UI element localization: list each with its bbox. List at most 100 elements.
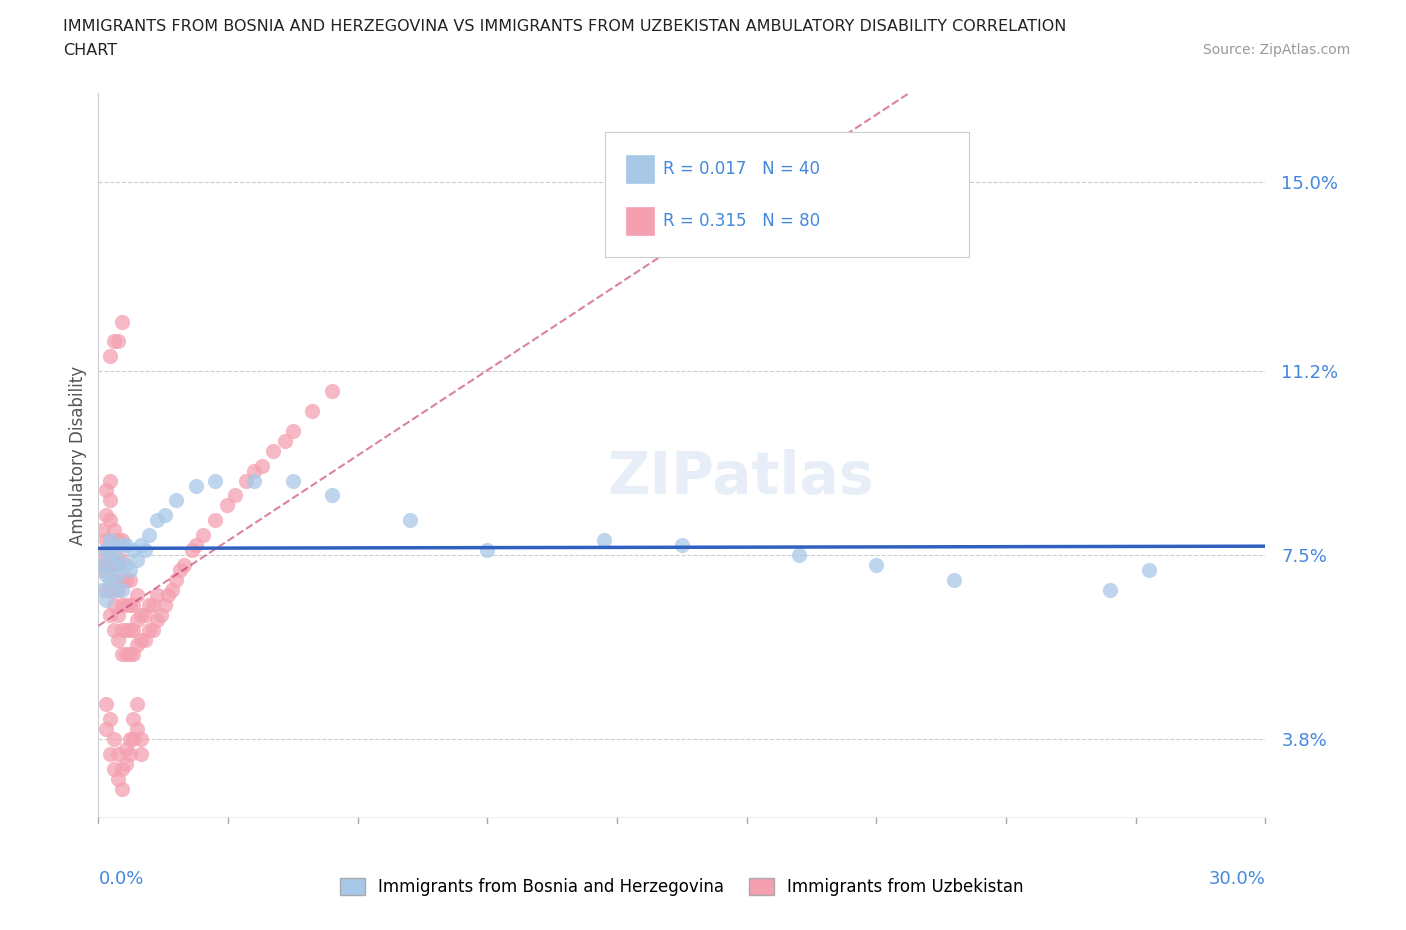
Point bbox=[281, 473, 304, 488]
Point bbox=[114, 538, 136, 552]
Point bbox=[122, 543, 145, 558]
Point bbox=[98, 473, 121, 488]
Point bbox=[91, 523, 114, 538]
Point bbox=[96, 543, 118, 558]
Point bbox=[1098, 582, 1121, 597]
Point bbox=[107, 552, 129, 567]
Point bbox=[127, 637, 149, 652]
Point bbox=[111, 573, 134, 588]
Point bbox=[134, 607, 156, 622]
Point bbox=[142, 622, 165, 637]
Point bbox=[162, 582, 184, 597]
Point bbox=[107, 334, 129, 349]
Point bbox=[118, 622, 141, 637]
Point bbox=[107, 747, 129, 762]
Point bbox=[173, 558, 195, 573]
Point bbox=[138, 597, 160, 612]
Point bbox=[865, 558, 887, 573]
Point bbox=[111, 597, 134, 612]
Point bbox=[98, 573, 121, 588]
Point bbox=[118, 647, 141, 662]
Text: IMMIGRANTS FROM BOSNIA AND HERZEGOVINA VS IMMIGRANTS FROM UZBEKISTAN AMBULATORY : IMMIGRANTS FROM BOSNIA AND HERZEGOVINA V… bbox=[63, 19, 1067, 33]
Point bbox=[127, 722, 149, 737]
Point bbox=[96, 697, 118, 711]
Point bbox=[107, 632, 129, 647]
Point bbox=[243, 463, 266, 478]
Point bbox=[114, 741, 136, 756]
Point bbox=[153, 508, 176, 523]
Point bbox=[169, 563, 191, 578]
Point bbox=[96, 508, 118, 523]
Point bbox=[103, 732, 125, 747]
Point bbox=[180, 543, 202, 558]
Point bbox=[153, 597, 176, 612]
Point bbox=[98, 533, 121, 548]
Point bbox=[321, 488, 343, 503]
Point bbox=[96, 567, 118, 582]
Point bbox=[103, 334, 125, 349]
Point bbox=[146, 612, 169, 627]
Point bbox=[127, 697, 149, 711]
Point bbox=[98, 533, 121, 548]
Point bbox=[98, 558, 121, 573]
Point bbox=[96, 558, 118, 573]
Point bbox=[134, 632, 156, 647]
Point bbox=[111, 314, 134, 329]
Point bbox=[98, 747, 121, 762]
Point bbox=[122, 732, 145, 747]
Point bbox=[103, 558, 125, 573]
Point bbox=[96, 722, 118, 737]
Point bbox=[111, 781, 134, 796]
Point bbox=[98, 711, 121, 726]
Point bbox=[111, 538, 134, 552]
Point bbox=[204, 473, 226, 488]
Point bbox=[98, 607, 121, 622]
Point bbox=[129, 607, 152, 622]
Point bbox=[146, 588, 169, 603]
Point bbox=[114, 622, 136, 637]
Point bbox=[127, 612, 149, 627]
Point bbox=[134, 543, 156, 558]
Legend: Immigrants from Bosnia and Herzegovina, Immigrants from Uzbekistan: Immigrants from Bosnia and Herzegovina, … bbox=[332, 870, 1032, 904]
Point bbox=[98, 512, 121, 527]
Point bbox=[91, 558, 114, 573]
Point bbox=[111, 552, 134, 567]
Point bbox=[129, 632, 152, 647]
Point bbox=[122, 622, 145, 637]
Point bbox=[91, 582, 114, 597]
Point bbox=[165, 493, 187, 508]
Point bbox=[184, 538, 207, 552]
Point bbox=[165, 573, 187, 588]
Point bbox=[114, 647, 136, 662]
Point bbox=[321, 384, 343, 399]
Point bbox=[122, 647, 145, 662]
Point bbox=[250, 458, 273, 473]
Point bbox=[118, 597, 141, 612]
Point bbox=[122, 711, 145, 726]
Point bbox=[157, 588, 180, 603]
Point bbox=[943, 573, 966, 588]
Point bbox=[146, 512, 169, 527]
Point bbox=[1137, 563, 1160, 578]
Point bbox=[114, 756, 136, 771]
Point bbox=[96, 582, 118, 597]
Point bbox=[243, 473, 266, 488]
Point bbox=[235, 473, 257, 488]
Point bbox=[103, 597, 125, 612]
Point bbox=[593, 533, 616, 548]
Point bbox=[122, 597, 145, 612]
Point bbox=[98, 548, 121, 563]
Y-axis label: Ambulatory Disability: Ambulatory Disability bbox=[69, 366, 87, 545]
Point bbox=[204, 512, 226, 527]
Text: CHART: CHART bbox=[63, 43, 117, 58]
Point bbox=[127, 588, 149, 603]
Point bbox=[118, 732, 141, 747]
Point bbox=[107, 582, 129, 597]
Point bbox=[103, 523, 125, 538]
Text: R = 0.315   N = 80: R = 0.315 N = 80 bbox=[662, 212, 820, 231]
Point bbox=[184, 478, 207, 493]
Point bbox=[398, 512, 420, 527]
Point bbox=[96, 533, 118, 548]
Point bbox=[274, 433, 297, 448]
Point bbox=[138, 622, 160, 637]
